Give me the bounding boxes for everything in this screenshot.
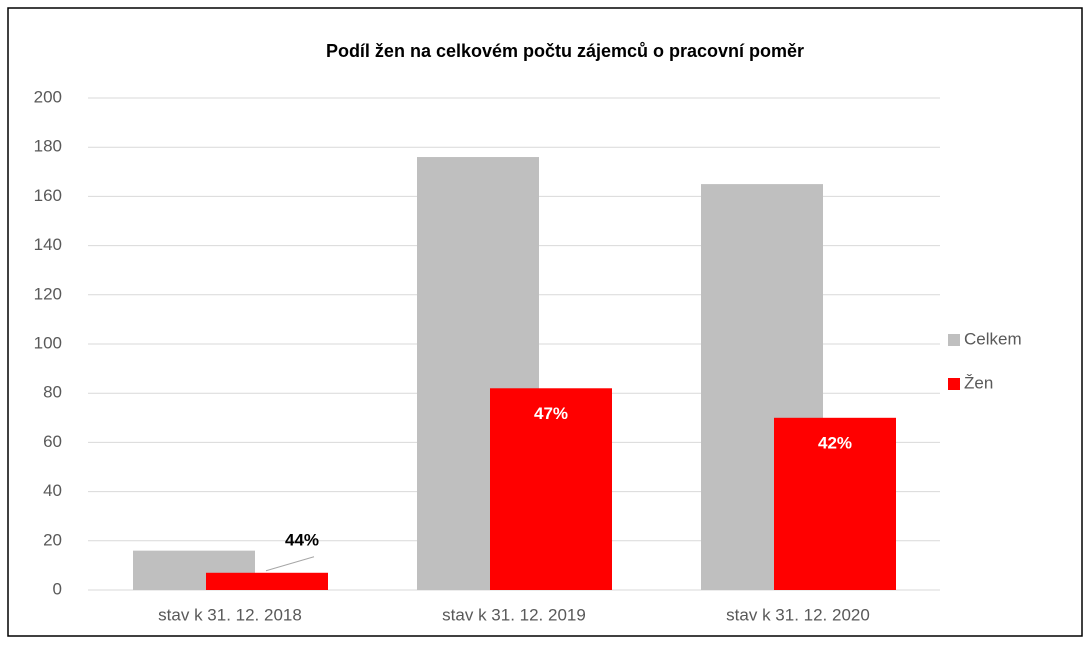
bar [774, 417, 896, 590]
y-tick-label: 200 [34, 87, 62, 106]
x-tick-label: stav k 31. 12. 2020 [726, 605, 870, 624]
y-tick-label: 40 [43, 481, 62, 500]
bar [490, 388, 612, 590]
x-tick-label: stav k 31. 12. 2019 [442, 605, 586, 624]
leader-line [265, 556, 315, 572]
data-label: 42% [818, 433, 852, 452]
bar [206, 572, 328, 590]
legend-swatch [948, 378, 960, 390]
y-tick-label: 60 [43, 432, 62, 451]
x-tick-label: stav k 31. 12. 2018 [158, 605, 302, 624]
y-tick-label: 140 [34, 235, 62, 254]
chart-title: Podíl žen na celkovém počtu zájemců o pr… [326, 41, 804, 61]
y-tick-label: 120 [34, 284, 62, 303]
y-tick-label: 100 [34, 333, 62, 352]
y-tick-label: 180 [34, 137, 62, 156]
legend-label: Žen [964, 373, 993, 392]
data-label: 44% [285, 530, 319, 549]
legend-label: Celkem [964, 329, 1022, 348]
y-tick-label: 0 [53, 579, 62, 598]
legend-swatch [948, 334, 960, 346]
y-tick-label: 160 [34, 186, 62, 205]
y-tick-label: 80 [43, 383, 62, 402]
data-label: 47% [534, 404, 568, 423]
y-tick-label: 20 [43, 530, 62, 549]
